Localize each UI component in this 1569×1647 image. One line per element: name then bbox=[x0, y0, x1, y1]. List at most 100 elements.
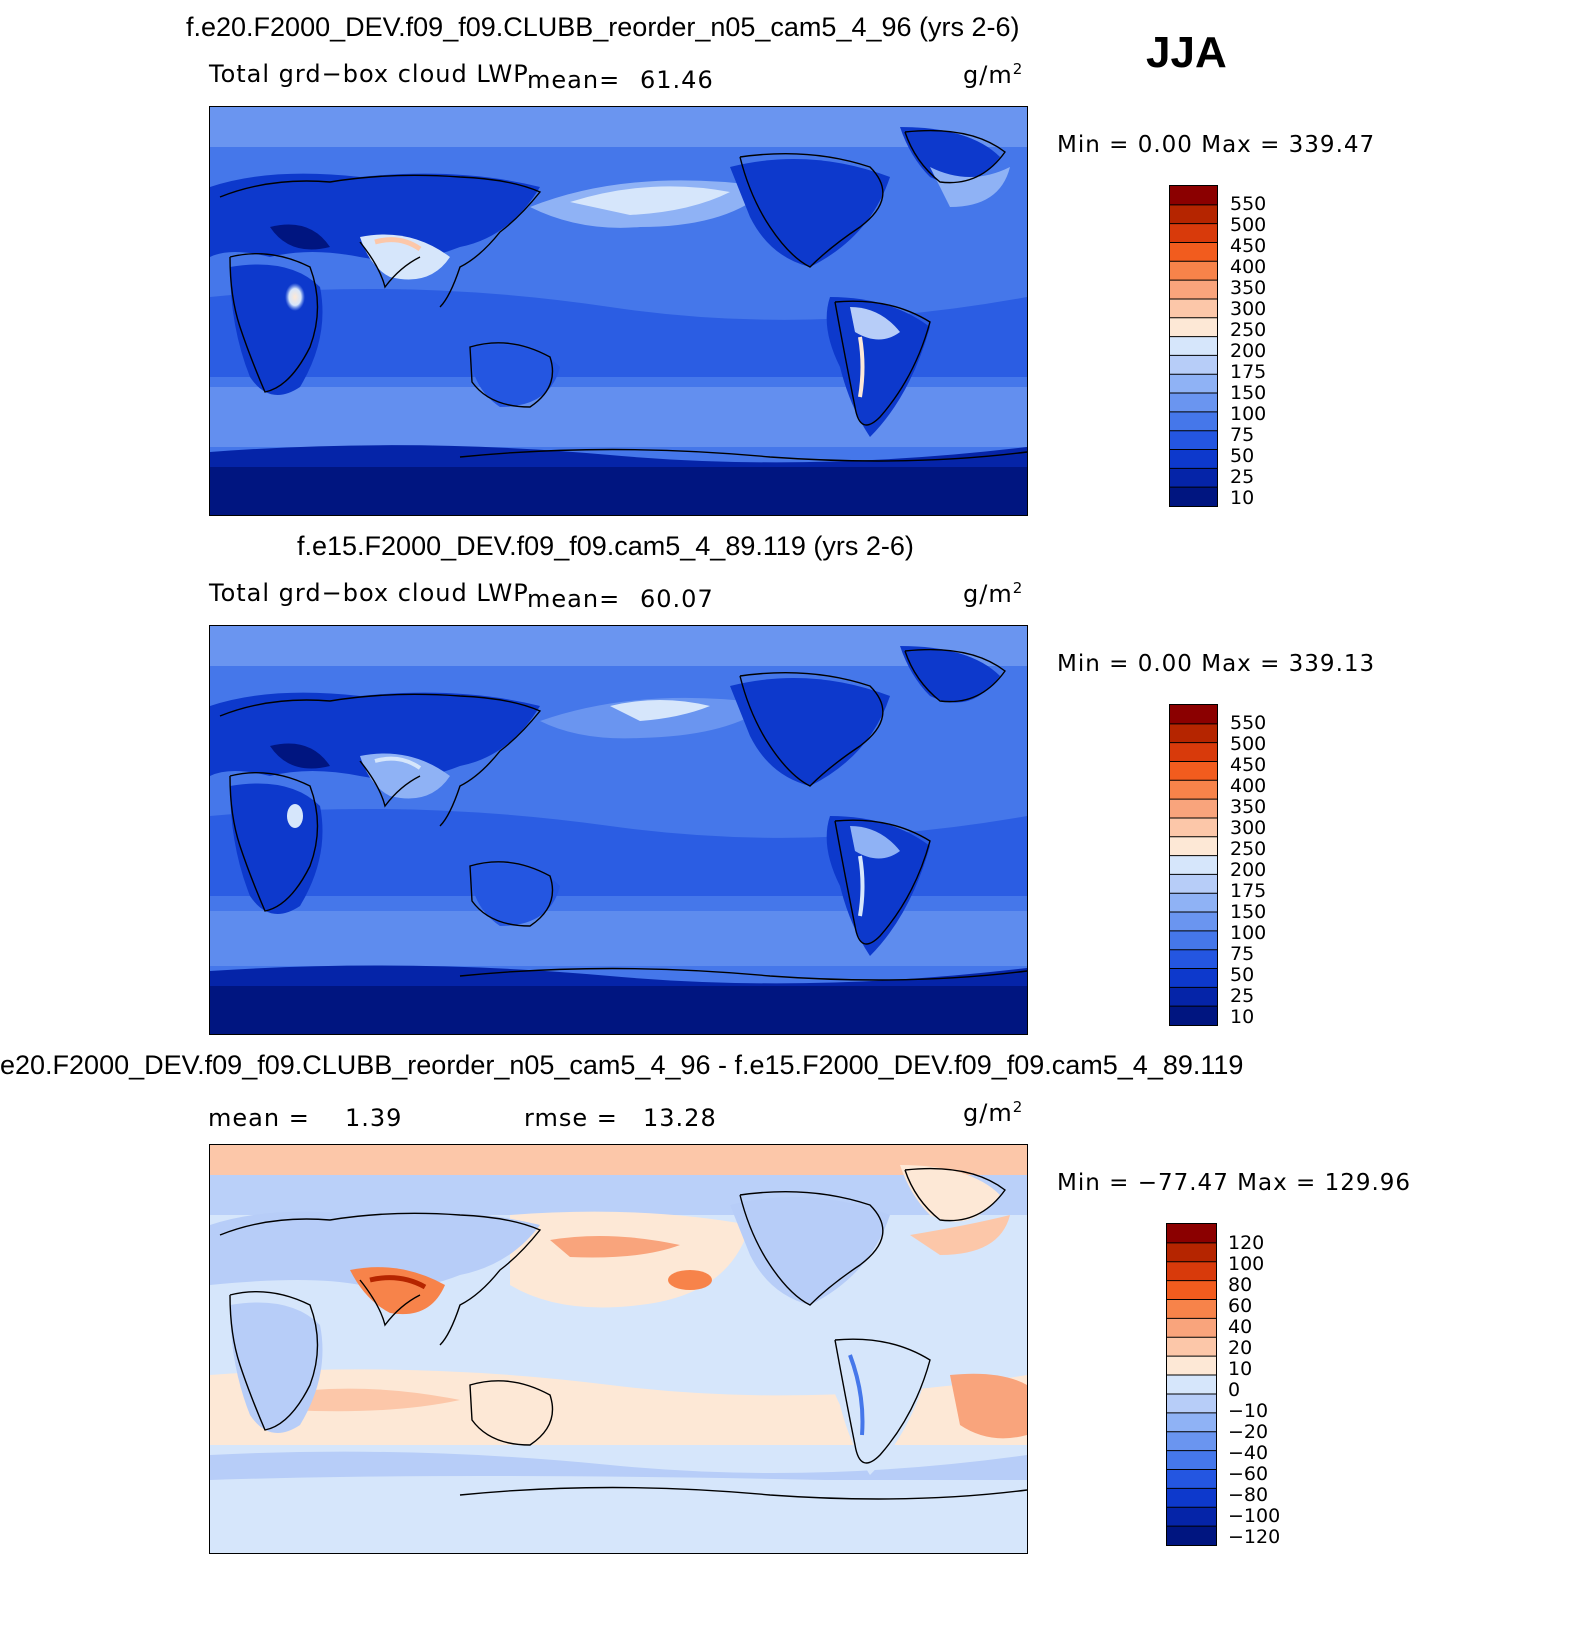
panel2-tick: 500 bbox=[1230, 733, 1267, 755]
panel1-tick: 450 bbox=[1230, 235, 1267, 257]
panel3-tick: −10 bbox=[1228, 1400, 1269, 1422]
panel3-tick: 0 bbox=[1228, 1379, 1241, 1401]
panel1-eafrica-hotspot bbox=[285, 283, 305, 311]
panel1-map bbox=[209, 106, 1028, 516]
panel1-tick: 175 bbox=[1230, 361, 1267, 383]
panel3-himalaya-ridge bbox=[369, 1275, 427, 1290]
panel1-tick: 500 bbox=[1230, 214, 1267, 236]
panel3-tick: −40 bbox=[1228, 1442, 1269, 1464]
colorbar-swatch bbox=[1170, 874, 1217, 894]
colorbar-swatch bbox=[1170, 799, 1217, 819]
panel1-npacific-core bbox=[570, 186, 730, 215]
panel3-australia-field bbox=[470, 1382, 560, 1445]
panel2-variable: Total grd−box cloud LWP bbox=[209, 579, 529, 607]
panel2-tick: 50 bbox=[1230, 964, 1255, 986]
colorbar-swatch bbox=[1170, 280, 1217, 300]
panel1-title: f.e20.F2000_DEV.f09_f09.CLUBB_reorder_n0… bbox=[186, 12, 1020, 42]
colorbar-swatch bbox=[1170, 186, 1217, 206]
panel2-amazon-field bbox=[850, 826, 900, 859]
panel1-colorbar-svg bbox=[1170, 186, 1217, 506]
panel1-mean-value: 61.46 bbox=[640, 66, 714, 94]
panel1-natl-band bbox=[930, 167, 1010, 207]
panel3-tick: −60 bbox=[1228, 1463, 1269, 1485]
panel1-map-svg bbox=[210, 107, 1027, 515]
panel1-antarctic-edge bbox=[210, 445, 1027, 467]
colorbar-swatch bbox=[1170, 705, 1217, 725]
panel3-tick: 100 bbox=[1228, 1253, 1265, 1275]
panel2-australia-field bbox=[470, 863, 560, 926]
colorbar-swatch bbox=[1170, 949, 1217, 970]
colorbar-swatch bbox=[1170, 317, 1217, 338]
colorbar-swatch bbox=[1167, 1431, 1216, 1452]
panel1-southern-band bbox=[210, 387, 1027, 447]
panel2-tick: 300 bbox=[1230, 817, 1267, 839]
colorbar-swatch bbox=[1167, 1356, 1216, 1376]
panel1-amazon-field bbox=[850, 307, 900, 340]
colorbar-swatch bbox=[1170, 761, 1217, 781]
panel2-tick: 100 bbox=[1230, 922, 1267, 944]
panel1-himalaya-ridge bbox=[374, 237, 422, 252]
colorbar-swatch bbox=[1167, 1299, 1216, 1319]
panel3-tick: 60 bbox=[1228, 1295, 1253, 1317]
panel2-minmax: Min = 0.00 Max = 339.13 bbox=[1057, 651, 1376, 677]
panel2-mean-value: 60.07 bbox=[640, 585, 714, 613]
colorbar-swatch bbox=[1167, 1393, 1216, 1414]
panel2-map-svg bbox=[210, 626, 1027, 1034]
colorbar-swatch bbox=[1167, 1337, 1216, 1357]
colorbar-swatch bbox=[1170, 430, 1217, 451]
panel3-npacific-hotspot bbox=[668, 1270, 712, 1290]
panel1-tick: 25 bbox=[1230, 466, 1255, 488]
panel2-greenland-field bbox=[900, 646, 1000, 703]
panel2-tick: 150 bbox=[1230, 901, 1267, 923]
panel3-colorbar bbox=[1166, 1223, 1217, 1546]
panel2-arctic-band bbox=[210, 626, 1027, 666]
colorbar-swatch bbox=[1170, 987, 1217, 1007]
colorbar-swatch bbox=[1170, 930, 1217, 951]
panel2-eafrica-hotspot bbox=[287, 804, 303, 828]
panel1-tick: 400 bbox=[1230, 256, 1267, 278]
panel1-india-field bbox=[360, 234, 450, 280]
panel2-antarctica-field bbox=[210, 986, 1027, 1034]
colorbar-swatch bbox=[1170, 204, 1217, 225]
panel1-tick: 10 bbox=[1230, 487, 1255, 509]
panel3-namerica-field bbox=[730, 1197, 890, 1305]
panel3-tick: 20 bbox=[1228, 1337, 1253, 1359]
panel3-tick: 40 bbox=[1228, 1316, 1253, 1338]
panel1-mean-label: mean= bbox=[527, 66, 621, 94]
panel1-minmax: Min = 0.00 Max = 339.47 bbox=[1057, 132, 1376, 158]
panel3-units: g/m2 bbox=[963, 1098, 1024, 1127]
panel3-subtropic-field bbox=[210, 1369, 1027, 1445]
panel1-tick: 350 bbox=[1230, 277, 1267, 299]
panel3-title: e20.F2000_DEV.f09_f09.CLUBB_reorder_n05_… bbox=[0, 1050, 1244, 1080]
panel1-australia-field bbox=[470, 344, 560, 407]
panel2-tick: 10 bbox=[1230, 1006, 1255, 1028]
panel3-rmse-value: 13.28 bbox=[643, 1104, 717, 1132]
colorbar-swatch bbox=[1170, 393, 1217, 413]
panel3-tick: 80 bbox=[1228, 1274, 1253, 1296]
panel1-tick: 200 bbox=[1230, 340, 1267, 362]
colorbar-swatch bbox=[1170, 912, 1217, 932]
colorbar-swatch bbox=[1170, 223, 1217, 243]
panel3-andes-ridge bbox=[848, 1354, 865, 1436]
panel3-mean-label: mean = bbox=[208, 1104, 310, 1132]
panel3-tick: 10 bbox=[1228, 1358, 1253, 1380]
panel2-samerica-field bbox=[826, 816, 930, 956]
panel3-eurasia-field bbox=[210, 1211, 540, 1289]
panel2-units: g/m2 bbox=[963, 579, 1024, 608]
colorbar-swatch bbox=[1167, 1507, 1216, 1527]
panel2-colorbar-svg bbox=[1170, 705, 1217, 1025]
colorbar-swatch bbox=[1167, 1242, 1216, 1263]
panel1-tick: 50 bbox=[1230, 445, 1255, 467]
colorbar-swatch bbox=[1170, 893, 1217, 913]
panel2-colorbar bbox=[1169, 704, 1218, 1026]
panel2-namerica-field bbox=[730, 678, 890, 786]
panel3-antarctica-field bbox=[210, 1476, 1027, 1553]
colorbar-swatch bbox=[1170, 968, 1217, 988]
colorbar-swatch bbox=[1170, 355, 1217, 375]
panel3-subarctic-band bbox=[210, 1175, 1027, 1215]
panel1-arctic-band bbox=[210, 107, 1027, 147]
panel2-tick: 200 bbox=[1230, 859, 1267, 881]
colorbar-swatch bbox=[1170, 411, 1217, 432]
panel1-tick: 300 bbox=[1230, 298, 1267, 320]
colorbar-swatch bbox=[1170, 723, 1217, 744]
